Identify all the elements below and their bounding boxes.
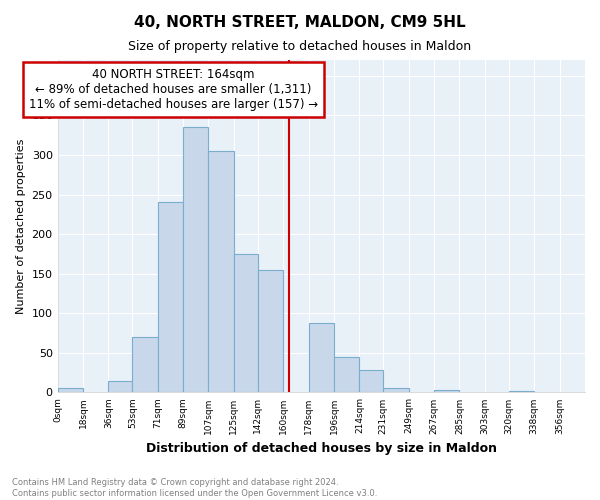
Text: 40 NORTH STREET: 164sqm
← 89% of detached houses are smaller (1,311)
11% of semi: 40 NORTH STREET: 164sqm ← 89% of detache… bbox=[29, 68, 318, 111]
Bar bbox=[258, 270, 283, 392]
Bar bbox=[133, 337, 158, 392]
Text: Size of property relative to detached houses in Maldon: Size of property relative to detached ho… bbox=[128, 40, 472, 53]
Bar bbox=[434, 390, 460, 392]
Bar bbox=[183, 128, 208, 392]
X-axis label: Distribution of detached houses by size in Maldon: Distribution of detached houses by size … bbox=[146, 442, 497, 455]
Bar bbox=[158, 202, 183, 392]
Bar bbox=[383, 388, 409, 392]
Text: 40, NORTH STREET, MALDON, CM9 5HL: 40, NORTH STREET, MALDON, CM9 5HL bbox=[134, 15, 466, 30]
Bar bbox=[334, 357, 359, 392]
Bar bbox=[234, 254, 258, 392]
Bar bbox=[58, 388, 83, 392]
Y-axis label: Number of detached properties: Number of detached properties bbox=[16, 138, 26, 314]
Bar bbox=[308, 323, 334, 392]
Bar bbox=[359, 370, 383, 392]
Bar bbox=[208, 151, 234, 392]
Text: Contains HM Land Registry data © Crown copyright and database right 2024.
Contai: Contains HM Land Registry data © Crown c… bbox=[12, 478, 377, 498]
Bar bbox=[509, 391, 534, 392]
Bar bbox=[109, 380, 133, 392]
